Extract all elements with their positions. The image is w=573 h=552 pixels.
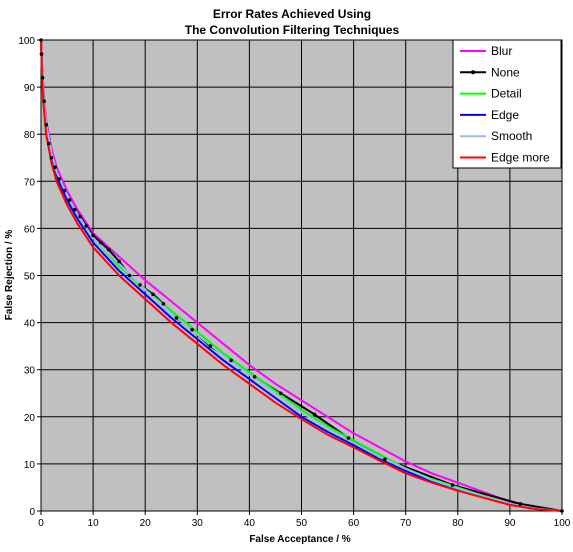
x-tick-label: 90 (504, 518, 516, 529)
series-line-edge (40, 39, 563, 512)
data-point-none (252, 375, 257, 379)
x-tick-label: 80 (452, 518, 464, 529)
data-point-none (190, 327, 194, 332)
legend: Blur None Detail Edge Smooth Edge more (452, 39, 562, 169)
x-tick-label: 50 (296, 518, 308, 529)
series-line-smooth (40, 39, 563, 512)
data-point-none (84, 224, 89, 228)
grid-lines (37, 39, 563, 515)
legend-label-none: None (491, 65, 520, 79)
legend-label-blur: Blur (491, 44, 512, 58)
data-point-none (67, 198, 72, 202)
x-tick-label: 70 (400, 518, 412, 529)
x-tick-label: 10 (88, 518, 100, 529)
x-tick-label: 60 (348, 518, 360, 529)
y-tick-label: 20 (24, 413, 36, 424)
x-tick-label: 100 (554, 518, 571, 529)
legend-label-detail: Detail (491, 87, 522, 101)
data-point-none (78, 214, 82, 219)
data-point-none (47, 141, 51, 146)
data-point-none (312, 412, 317, 417)
y-tick-label: 80 (24, 130, 36, 141)
y-tick-label: 10 (24, 460, 36, 471)
data-point-none (106, 247, 111, 252)
y-tick-label: 70 (24, 177, 36, 188)
y-tick-label: 90 (24, 83, 36, 94)
data-point-none (450, 483, 455, 487)
data-point-none (383, 457, 387, 462)
y-tick-label: 0 (29, 507, 35, 518)
x-tick-label: 20 (140, 518, 152, 529)
data-point-none (560, 509, 564, 513)
x-axis-label: False Acceptance / % (249, 534, 350, 545)
chart-title-line-2: The Convolution Filtering Techniques (185, 23, 400, 37)
x-tick-label: 0 (38, 518, 44, 529)
series-lines (39, 38, 564, 513)
data-point-none (208, 344, 213, 348)
legend-marker (471, 70, 475, 75)
series-line-edge-more (40, 39, 563, 512)
legend-label-edge-more: Edge more (491, 151, 550, 165)
data-point-none (91, 233, 95, 238)
data-point-none (49, 156, 54, 160)
data-point-none (229, 358, 233, 363)
data-point-none (151, 292, 155, 297)
legend-label-smooth: Smooth (491, 129, 532, 143)
data-point-none (73, 207, 77, 212)
data-point-none (57, 177, 61, 181)
y-tick-label: 60 (24, 224, 36, 235)
data-point-none (39, 38, 43, 42)
legend-label-edge: Edge (491, 108, 519, 122)
data-point-none (53, 165, 57, 169)
y-axis-label: False Rejection / % (4, 230, 15, 321)
data-point-none (174, 316, 179, 320)
data-point-none (42, 99, 46, 103)
data-point-none (138, 283, 142, 287)
data-point-none (99, 240, 103, 245)
data-point-none (161, 302, 166, 306)
x-tick-label: 40 (244, 518, 256, 529)
data-point-none (39, 52, 44, 56)
y-tick-label: 40 (24, 319, 36, 330)
chart-title-line-1: Error Rates Achieved Using (213, 7, 371, 21)
data-point-none (346, 436, 351, 440)
data-point-none (62, 188, 67, 193)
x-tick-labels: 0 10 20 30 40 50 60 70 80 90 100 (38, 518, 571, 529)
series-line-blur (40, 39, 563, 512)
data-point-none (518, 502, 523, 506)
x-tick-label: 30 (192, 518, 204, 529)
data-point-none (117, 259, 121, 264)
y-tick-labels: 0 10 20 30 40 50 60 70 80 90 100 (18, 36, 35, 518)
y-tick-label: 100 (18, 36, 35, 47)
data-point-none (127, 273, 132, 278)
legend-box (452, 39, 562, 169)
y-tick-label: 50 (24, 272, 36, 283)
data-point-none (278, 391, 283, 396)
y-tick-label: 30 (24, 366, 36, 377)
data-point-none (40, 75, 45, 80)
data-point-none (44, 123, 48, 127)
